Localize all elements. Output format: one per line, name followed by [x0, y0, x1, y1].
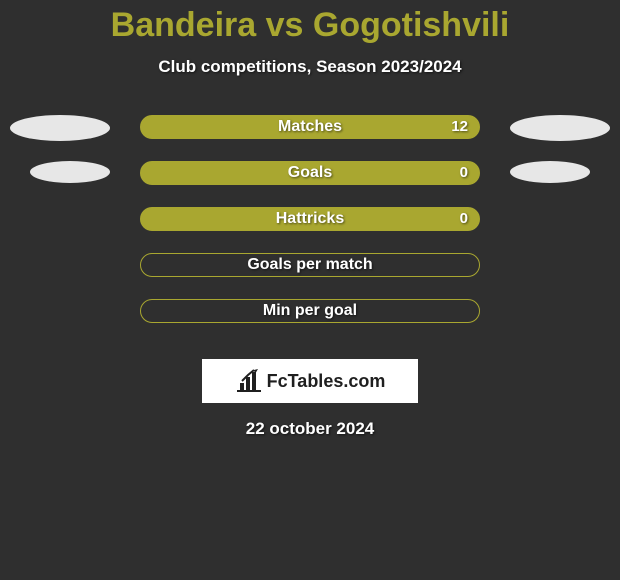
stat-row-goals: Goals 0	[0, 161, 620, 207]
source-logo-box: FcTables.com	[202, 359, 418, 403]
stat-row-hattricks: Hattricks 0	[0, 207, 620, 253]
stat-label: Hattricks	[140, 207, 480, 231]
footer-date: 22 october 2024	[0, 419, 620, 439]
stat-label: Goals per match	[140, 253, 480, 277]
right-placeholder-oval	[510, 115, 610, 141]
stat-row-min-per-goal: Min per goal	[0, 299, 620, 345]
page-subtitle: Club competitions, Season 2023/2024	[0, 57, 620, 77]
left-placeholder-oval	[10, 115, 110, 141]
page-title: Bandeira vs Gogotishvili	[0, 6, 620, 45]
left-placeholder-oval	[30, 161, 110, 183]
source-logo-text: FcTables.com	[267, 371, 386, 392]
stat-row-matches: Matches 12	[0, 115, 620, 161]
chart-icon	[235, 369, 263, 393]
stat-label: Min per goal	[140, 299, 480, 323]
stats-rows: Matches 12 Goals 0 Hattricks 0 Goals per…	[0, 115, 620, 345]
stat-value: 0	[460, 207, 468, 231]
stat-value: 0	[460, 161, 468, 185]
stat-label: Matches	[140, 115, 480, 139]
stat-value: 12	[451, 115, 468, 139]
stat-row-goals-per-match: Goals per match	[0, 253, 620, 299]
stat-label: Goals	[140, 161, 480, 185]
right-placeholder-oval	[510, 161, 590, 183]
